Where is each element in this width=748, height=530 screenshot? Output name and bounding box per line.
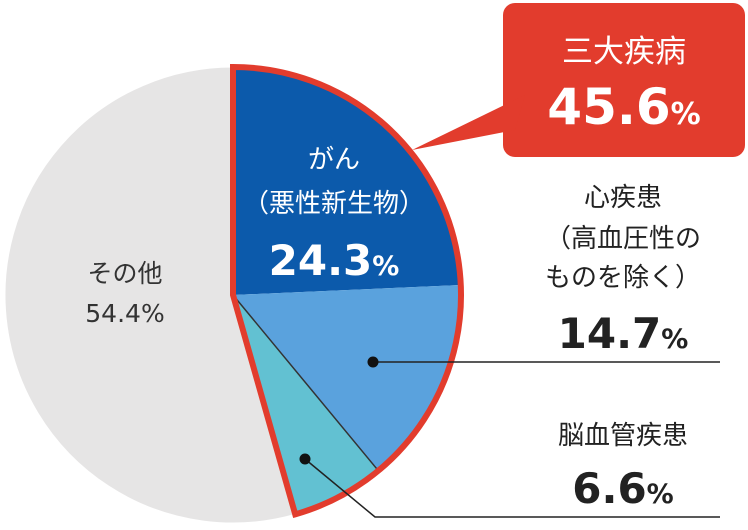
heart-value: 14.7% <box>558 309 689 358</box>
heart-sublabel-line2: ものを除く） <box>545 263 701 293</box>
cancer-sublabel: （悪性新生物） <box>243 189 425 219</box>
heart-sublabel-line1: （高血圧性の <box>545 224 701 254</box>
stroke-leader-dot <box>299 453 311 465</box>
pie-slice-cancer <box>233 67 461 295</box>
cancer-label: がん <box>308 145 360 175</box>
stroke-label: 脳血管疾患 <box>558 421 688 451</box>
three-major-diseases-outline <box>230 63 464 519</box>
callout-box <box>503 3 745 157</box>
callout-label: 三大疾病 <box>562 34 686 70</box>
heart-label: 心疾患 <box>584 183 662 213</box>
other-value: 54.4% <box>85 299 164 328</box>
stroke-value: 6.6% <box>572 464 673 513</box>
pie-slice-other <box>4 66 296 524</box>
other-label: その他 <box>87 259 162 288</box>
heart-leader-dot <box>367 356 379 368</box>
pie-slice-cerebrovascular <box>233 295 379 515</box>
callout-pointer <box>412 95 525 150</box>
cancer-value: 24.3% <box>269 236 400 285</box>
slice-divider-line <box>232 294 379 472</box>
pie-slice-heart-disease <box>233 284 462 471</box>
stroke-leader-line <box>304 458 720 518</box>
callout-value: 45.6% <box>547 78 700 136</box>
